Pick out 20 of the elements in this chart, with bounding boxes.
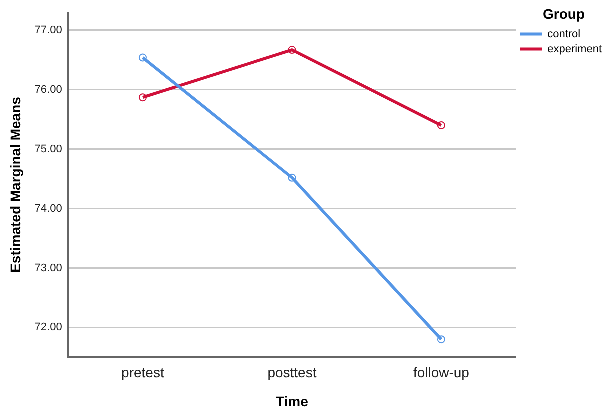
point xyxy=(288,174,296,182)
x-tick-label: follow-up xyxy=(413,364,470,381)
x-axis-title: Time xyxy=(276,393,309,410)
y-axis-title: Estimated Marginal Means xyxy=(7,96,24,273)
y-tick-label: 75.00 xyxy=(34,143,62,156)
legend-label: experiment xyxy=(548,43,602,56)
x-tick-label: posttest xyxy=(268,364,317,381)
point xyxy=(288,46,296,54)
point xyxy=(437,336,446,344)
y-tick-label: 77.00 xyxy=(34,24,62,36)
legend-title: Group xyxy=(543,6,586,22)
point xyxy=(437,122,446,130)
point xyxy=(138,54,147,62)
y-tick-label: 73.00 xyxy=(34,262,62,274)
y-tick-label: 74.00 xyxy=(34,202,62,215)
point xyxy=(138,94,147,102)
y-tick-label: 72.00 xyxy=(34,322,62,334)
legend-label: control xyxy=(548,28,581,40)
y-tick-label: 76.00 xyxy=(34,84,62,96)
x-tick-label: pretest xyxy=(122,364,164,381)
